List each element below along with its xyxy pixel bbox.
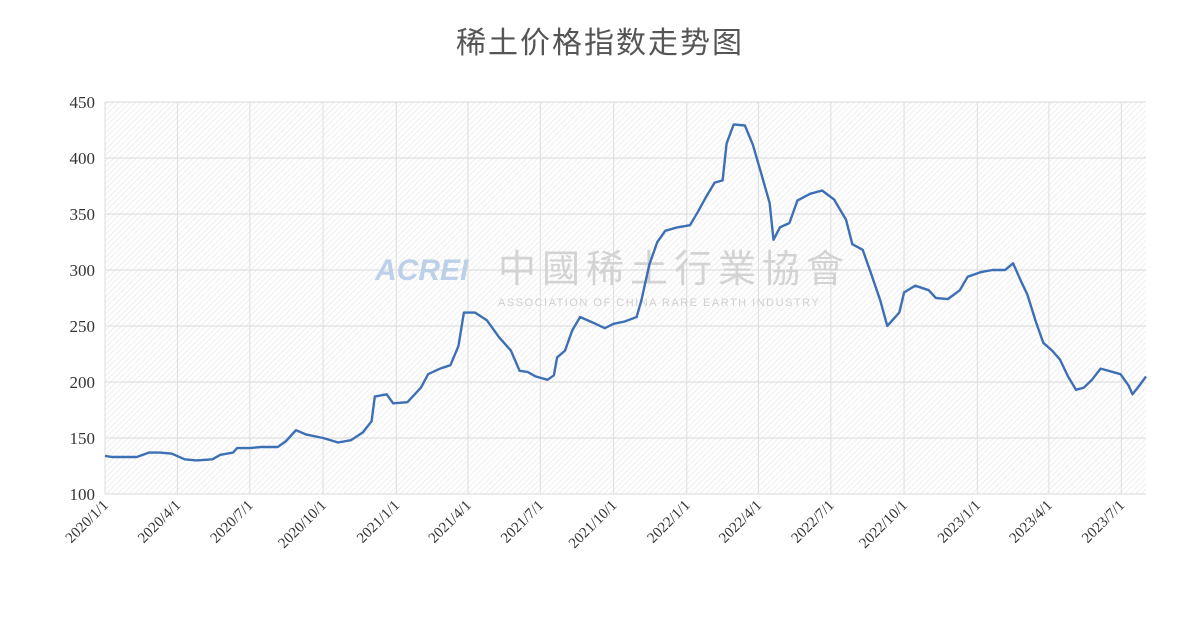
y-tick-label: 150 (70, 429, 96, 448)
x-tick-label: 2023/7/1 (1079, 498, 1128, 547)
x-tick-label: 2020/10/1 (276, 498, 330, 552)
chart-title: 稀土价格指数走势图 (456, 26, 744, 61)
y-tick-label: 100 (70, 485, 96, 504)
y-axis: 100 150 200 250 300 350 400 450 (70, 93, 96, 504)
y-tick-label: 200 (70, 373, 96, 392)
x-tick-label: 2020/1/1 (63, 498, 112, 547)
x-tick-label: 2020/7/1 (208, 498, 257, 547)
series-line (104, 123, 1147, 462)
y-tick-label: 400 (70, 149, 96, 168)
watermark: ACREI 中國稀土行業協會 ASSOCIATION OF CHINA RARE… (374, 247, 850, 309)
y-tick-label: 350 (70, 205, 96, 224)
x-tick-label: 2022/10/1 (857, 498, 911, 552)
x-tick-label: 2021/4/1 (426, 498, 475, 547)
watermark-name-cn: 中國稀土行業協會 (498, 247, 850, 291)
x-tick-label: 2022/1/1 (645, 498, 694, 547)
plot-area (105, 102, 1146, 494)
watermark-name-en: ASSOCIATION OF CHINA RARE EARTH INDUSTRY (498, 297, 820, 309)
gridlines (104, 101, 1146, 495)
watermark-logo: ACREI (374, 254, 469, 287)
x-tick-label: 2021/10/1 (566, 498, 620, 552)
x-tick-label: 2021/1/1 (354, 498, 403, 547)
y-tick-label: 250 (70, 317, 96, 336)
x-tick-label: 2022/4/1 (716, 498, 765, 547)
y-tick-label: 300 (70, 261, 96, 280)
x-tick-label: 2021/7/1 (498, 498, 547, 547)
y-tick-label: 450 (70, 93, 96, 112)
x-tick-label: 2022/7/1 (789, 498, 838, 547)
x-tick-label: 2023/4/1 (1007, 498, 1056, 547)
x-tick-label: 2020/4/1 (135, 498, 184, 547)
x-axis: 2020/1/1 2020/4/1 2020/7/1 2020/10/1 2021/1/… (63, 498, 1128, 552)
x-tick-label: 2023/1/1 (935, 498, 984, 547)
